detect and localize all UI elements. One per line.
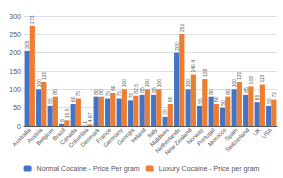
svg-text:60: 60 [167, 96, 173, 102]
svg-text:Maldives: Maldives [148, 126, 170, 148]
svg-text:60: 60 [70, 96, 77, 102]
svg-text:100: 100 [185, 79, 191, 88]
svg-text:55: 55 [266, 98, 272, 104]
svg-text:108: 108 [248, 76, 254, 85]
svg-text:72: 72 [271, 92, 277, 98]
svg-text:82.5: 82.5 [133, 84, 139, 94]
svg-text:UK: UK [251, 126, 262, 137]
svg-text:USA: USA [260, 127, 273, 140]
svg-text:250: 250 [9, 31, 21, 38]
svg-text:Spain: Spain [223, 126, 239, 142]
svg-text:80: 80 [98, 89, 104, 95]
svg-text:65: 65 [254, 94, 260, 100]
svg-text:6: 6 [58, 119, 65, 122]
svg-text:1: 1 [81, 120, 88, 124]
svg-text:150: 150 [9, 68, 21, 75]
svg-text:251: 251 [179, 23, 185, 32]
svg-text:Belgium: Belgium [35, 126, 55, 147]
svg-text:100: 100 [144, 79, 150, 88]
svg-text:100: 100 [35, 79, 42, 88]
svg-text:75: 75 [104, 90, 111, 97]
svg-text:100: 100 [121, 79, 127, 88]
svg-text:80: 80 [52, 89, 58, 95]
svg-text:50: 50 [220, 100, 226, 106]
svg-text:Switzerland: Switzerland [224, 127, 250, 153]
svg-text:Germany: Germany [102, 126, 124, 149]
svg-text:140.4: 140.4 [190, 60, 196, 73]
svg-text:205: 205 [24, 40, 30, 49]
svg-text:90: 90 [110, 85, 116, 91]
svg-text:Normal Cocaine - Price Per gra: Normal Cocaine - Price Per gram [37, 165, 140, 173]
svg-text:France: France [94, 126, 113, 145]
svg-text:Ireland: Ireland [130, 127, 147, 144]
svg-text:15.5: 15.5 [64, 108, 70, 118]
svg-text:75: 75 [75, 91, 81, 97]
svg-text:300: 300 [9, 13, 21, 20]
svg-text:25: 25 [162, 109, 168, 115]
svg-text:120: 120 [236, 71, 242, 80]
svg-text:Netherlands: Netherlands [154, 126, 182, 154]
svg-text:Norway: Norway [185, 126, 205, 146]
svg-text:Georgia: Georgia [116, 126, 136, 147]
svg-text:4.67: 4.67 [87, 112, 93, 122]
svg-text:0: 0 [17, 123, 21, 130]
svg-text:200: 200 [174, 42, 180, 51]
svg-text:Italy: Italy [146, 126, 159, 139]
svg-text:Canada: Canada [58, 126, 78, 146]
svg-text:70: 70 [127, 92, 134, 99]
svg-text:Denmark: Denmark [79, 126, 101, 149]
svg-text:128: 128 [202, 69, 208, 78]
svg-text:100: 100 [9, 86, 21, 93]
svg-text:85: 85 [243, 87, 249, 93]
svg-text:Portugal: Portugal [195, 126, 216, 147]
svg-text:100: 100 [231, 79, 238, 88]
svg-text:Colombia: Colombia [67, 126, 90, 149]
svg-text:55: 55 [47, 98, 53, 104]
svg-text:New Zealand: New Zealand [163, 126, 193, 157]
svg-text:273: 273 [29, 15, 35, 24]
svg-text:85: 85 [139, 87, 146, 93]
svg-text:113: 113 [259, 74, 265, 82]
svg-text:100: 100 [156, 79, 162, 88]
svg-text:80: 80 [93, 89, 100, 95]
svg-text:85: 85 [150, 87, 157, 93]
svg-text:Australia: Australia [11, 126, 32, 148]
svg-text:60: 60 [213, 96, 219, 102]
svg-text:80: 80 [225, 89, 231, 95]
svg-text:Morocco: Morocco [206, 126, 228, 148]
svg-text:Austria: Austria [25, 126, 44, 145]
svg-text:80: 80 [208, 89, 214, 95]
svg-text:200: 200 [9, 49, 21, 56]
svg-text:Luxury Cocaine - Price per gra: Luxury Cocaine - Price per gram [159, 165, 260, 173]
svg-text:55: 55 [197, 98, 203, 104]
svg-text:75: 75 [116, 91, 122, 97]
svg-text:120: 120 [41, 71, 47, 80]
svg-text:Brazil: Brazil [51, 126, 67, 142]
svg-text:50: 50 [13, 104, 21, 111]
